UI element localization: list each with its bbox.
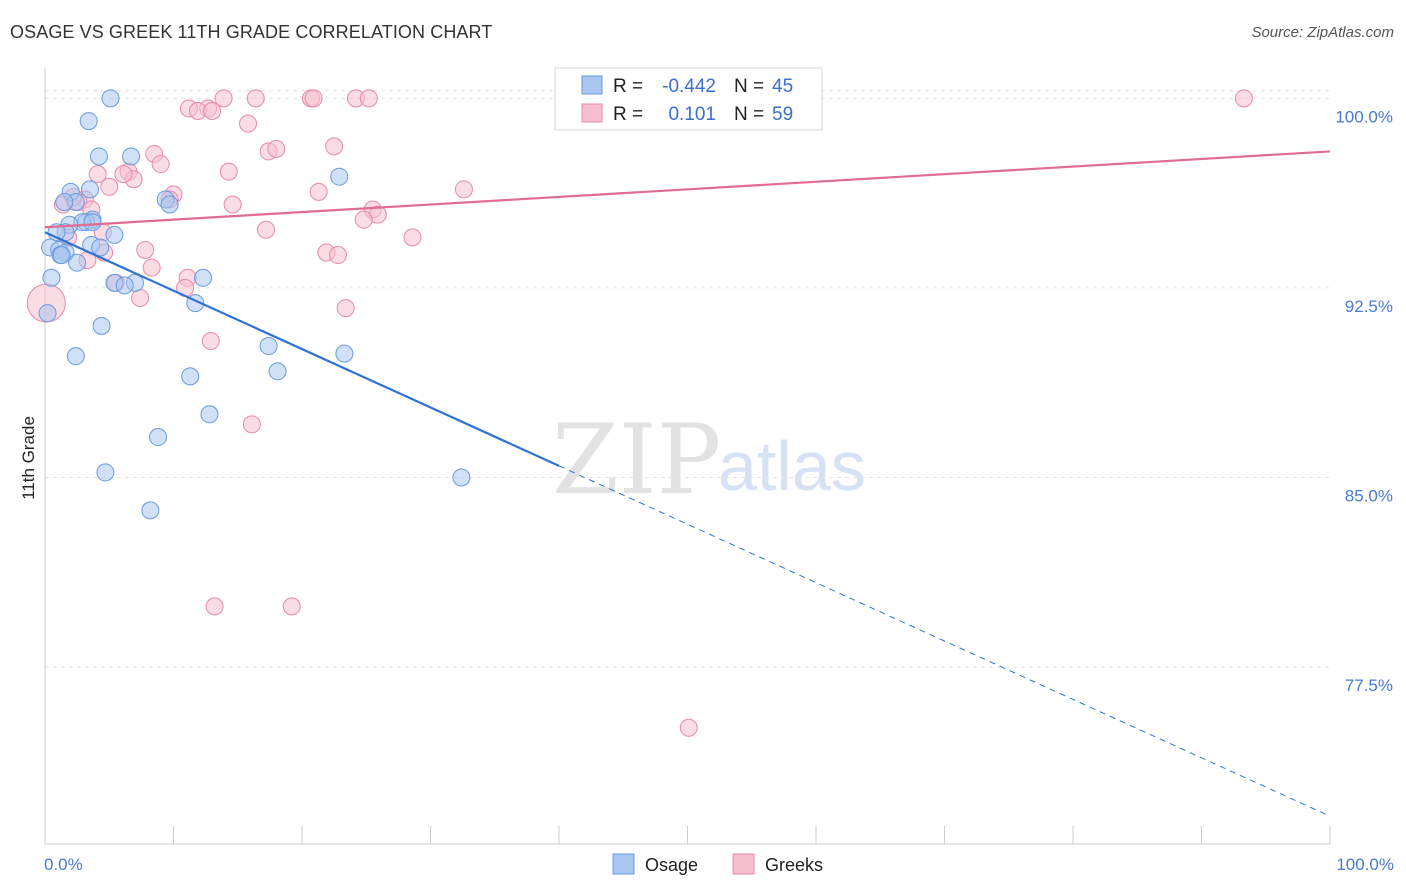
greeks-point [100,177,119,196]
osage-n-value: 45 [772,76,793,97]
osage-point [96,463,115,482]
greeks-point [239,114,258,133]
osage-point [181,367,200,386]
osage-point [83,213,102,232]
greeks-r-label: R = [613,104,643,125]
greeks-n-label: N = [734,104,764,125]
osage-legend-swatch [581,75,603,95]
osage-point [452,468,471,487]
osage-point [194,268,213,287]
osage-r-label: R = [613,76,643,97]
greeks-point [114,165,133,184]
bottom-legend-osage-swatch [612,853,635,875]
x-tick-label-max: 100.0% [1336,855,1394,874]
greeks-point [359,89,378,108]
watermark: ZIP atlas [552,404,866,516]
series-legend: Osage Greeks [612,853,823,875]
osage-point [92,316,111,335]
osage-point [52,246,71,265]
osage-point [105,225,124,244]
greeks-point [219,162,238,181]
greeks-point [336,299,355,318]
greeks-n-value: 59 [772,104,793,125]
greeks-point [679,718,698,737]
osage-point [38,304,57,323]
greeks-point [201,331,220,350]
greeks-point [131,289,150,308]
osage-n-label: N = [734,76,764,97]
greeks-point [267,139,286,158]
osage-point [42,268,61,287]
osage-point [141,501,160,520]
osage-point [55,192,74,211]
source-label: Source: ZipAtlas.com [1251,24,1394,41]
greeks-point [205,597,224,616]
greeks-point [325,137,344,156]
axes [44,68,1331,845]
osage-point [80,180,99,199]
osage-point [115,276,134,295]
y-tick-label: 77.5% [1345,676,1393,695]
y-tick-label: 100.0% [1335,107,1393,126]
osage-point [200,405,219,424]
greeks-point [242,415,261,434]
trend-lines [44,150,1331,817]
y-tick-labels: 100.0% 92.5% 85.0% 77.5% [1335,107,1393,695]
osage-point [122,147,141,166]
greeks-r-value: 0.101 [668,104,716,125]
greeks-point [328,246,347,265]
greeks-point [223,195,242,214]
greeks-point [309,182,328,201]
greeks-point [1234,89,1253,108]
osage-point [89,147,108,166]
osage-point [79,112,98,131]
greeks-point [354,210,373,229]
osage-point [66,347,85,366]
greeks-legend-swatch [581,103,603,123]
osage-r-value: -0.442 [662,76,716,97]
osage-point [268,362,287,381]
osage-point [91,238,110,257]
bottom-legend-osage-label: Osage [645,855,698,875]
osage-point [259,337,278,356]
osage-point [160,195,179,214]
osage-point [149,428,168,447]
osage-point [101,89,120,108]
watermark-zip: ZIP [552,404,721,516]
greeks-point [246,89,265,108]
greeks-point [142,258,161,277]
osage-point [330,167,349,186]
y-axis-label: 11th Grade [19,416,38,500]
greeks-point [282,597,301,616]
greeks-point [203,101,222,120]
greeks-trend-line [44,150,1331,229]
bottom-legend-greeks-label: Greeks [765,855,823,875]
y-tick-label: 92.5% [1345,297,1393,316]
y-tick-label: 85.0% [1345,486,1393,505]
osage-trend-line [44,231,560,467]
osage-point [68,253,87,272]
chart-title: OSAGE VS GREEK 11TH GRADE CORRELATION CH… [10,22,493,42]
greeks-point [88,165,107,184]
osage-trend-extension [558,465,1331,817]
osage-point [335,344,354,363]
greeks-point [304,89,323,108]
greeks-point [214,89,233,108]
data-points [26,89,1253,737]
greeks-point [403,228,422,247]
x-tick-label-min: 0.0% [44,855,83,874]
greeks-point [151,155,170,174]
greeks-point [136,240,155,259]
watermark-atlas: atlas [718,427,866,505]
grid-lines [45,90,1330,668]
greeks-point [257,220,276,239]
greeks-point [454,180,473,199]
bottom-legend-greeks-swatch [732,853,755,875]
stats-legend: R = -0.442 N = 45 R = 0.101 N = 59 [554,67,823,131]
